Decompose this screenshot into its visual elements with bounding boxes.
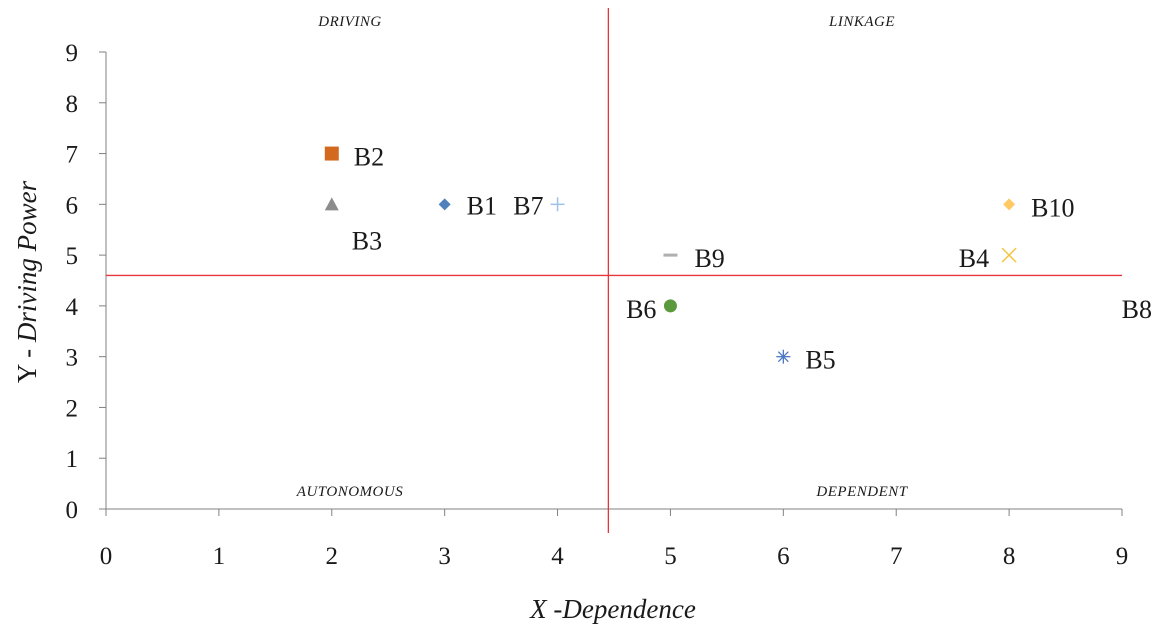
y-tick-label: 6 xyxy=(66,192,79,219)
y-axis-title: Y - Driving Power xyxy=(12,180,42,383)
point-b1 xyxy=(438,198,451,211)
point-label-b5: B5 xyxy=(805,346,835,375)
point-label-b10: B10 xyxy=(1031,193,1074,222)
y-axis-title-prefix: Y - xyxy=(12,342,42,383)
y-tick-label: 9 xyxy=(66,40,79,67)
point-b6 xyxy=(663,299,677,313)
x-tick-label: 3 xyxy=(438,543,451,570)
y-tick-label: 0 xyxy=(66,497,79,524)
point-b5 xyxy=(776,349,791,364)
x-tick-label: 8 xyxy=(1003,543,1016,570)
y-tick-label: 8 xyxy=(66,91,79,118)
point-label-b4: B4 xyxy=(959,244,989,273)
quadrant-label-dependent: DEPENDENT xyxy=(815,484,908,500)
point-label-b1: B1 xyxy=(467,191,497,220)
x-tick-label: 2 xyxy=(326,543,339,570)
point-b10 xyxy=(1003,198,1016,211)
y-tick-label: 2 xyxy=(66,395,79,422)
x-tick-label: 0 xyxy=(100,543,113,570)
quadrant-label-linkage: LINKAGE xyxy=(828,14,895,30)
x-tick-label: 5 xyxy=(664,543,677,570)
point-b2 xyxy=(324,146,339,161)
point-b7 xyxy=(550,197,565,212)
point-label-b6: B6 xyxy=(626,295,656,324)
quadrant-label-driving: DRIVING xyxy=(317,14,382,30)
y-tick-label: 5 xyxy=(66,243,79,270)
y-tick-label: 7 xyxy=(66,142,79,169)
point-b4 xyxy=(1001,247,1017,263)
point-label-b9: B9 xyxy=(694,244,724,273)
y-tick-label: 4 xyxy=(66,294,79,321)
point-label-b7: B7 xyxy=(513,191,543,220)
point-label-b3: B3 xyxy=(352,226,382,255)
x-tick-label: 4 xyxy=(551,543,564,570)
x-axis-title: X -Dependence xyxy=(529,594,696,624)
y-axis-title-text: Driving Power xyxy=(12,180,42,343)
point-label-b2: B2 xyxy=(354,143,384,172)
x-tick-label: 1 xyxy=(213,543,226,570)
point-label-b8: B8 xyxy=(1122,295,1152,324)
y-tick-label: 3 xyxy=(66,345,79,372)
point-b3 xyxy=(324,197,339,211)
x-tick-label: 6 xyxy=(777,543,790,570)
y-tick-label: 1 xyxy=(66,446,79,473)
x-tick-label: 7 xyxy=(890,543,903,570)
x-tick-label: 9 xyxy=(1116,543,1129,570)
quadrant-label-autonomous: AUTONOMOUS xyxy=(296,484,403,500)
